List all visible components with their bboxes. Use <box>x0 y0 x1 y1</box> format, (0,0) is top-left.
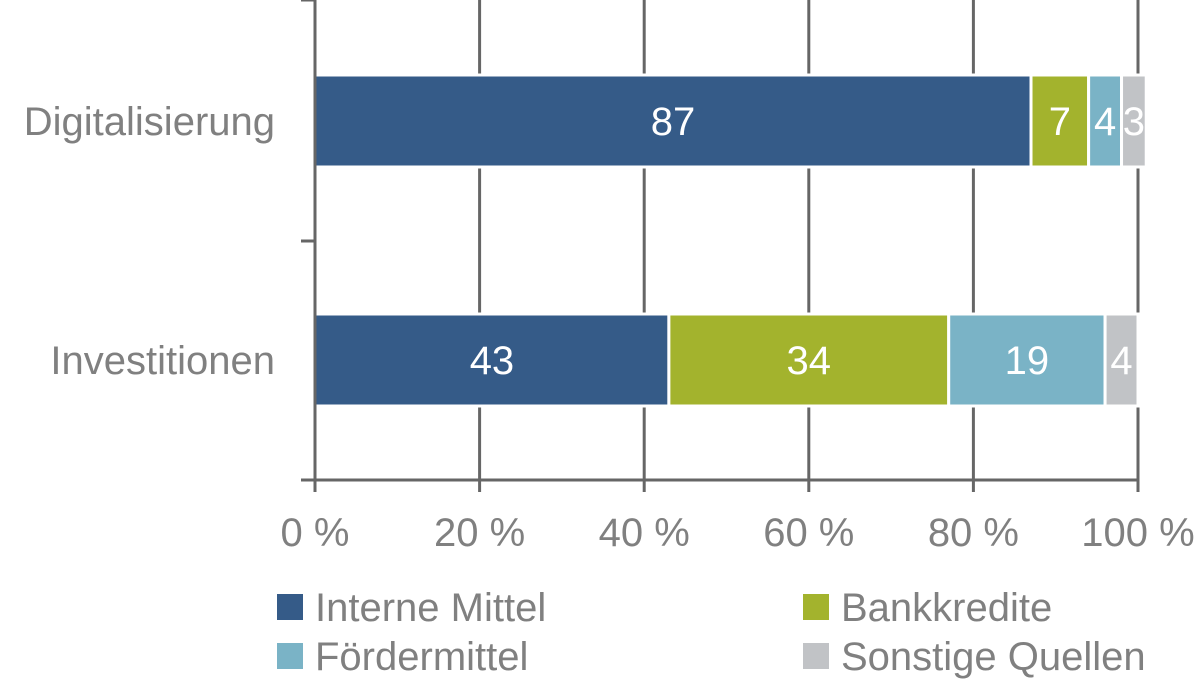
legend-swatch <box>803 643 829 669</box>
x-tick-label: 80 % <box>928 511 1019 555</box>
x-tick-label: 100 % <box>1081 511 1194 555</box>
bar-value-label: 4 <box>1110 339 1132 383</box>
legend: Interne Mittel Bankkredite Fördermittel Son… <box>277 586 1146 679</box>
bars <box>313 73 1148 408</box>
bar-segment <box>1087 73 1124 169</box>
gridlines <box>478 0 1140 480</box>
bar-value-label: 87 <box>651 100 696 144</box>
legend-swatch <box>277 643 303 669</box>
bar-value-label: 34 <box>787 339 832 383</box>
legend-swatch <box>803 594 829 620</box>
axes <box>301 0 1140 492</box>
x-tick-label: 20 % <box>434 511 525 555</box>
legend-label: Sonstige Quellen <box>841 635 1146 679</box>
bar-segment <box>947 312 1107 408</box>
bar-segment <box>1120 73 1148 169</box>
bar-segment <box>313 73 1033 169</box>
legend-label: Interne Mittel <box>315 586 546 630</box>
category-label: Investitionen <box>50 339 275 383</box>
x-tick-label: 40 % <box>599 511 690 555</box>
x-tick-label: 60 % <box>763 511 854 555</box>
x-tick-label: 0 % <box>281 511 350 555</box>
bar-value-label: 19 <box>1005 339 1050 383</box>
bar-segment <box>313 312 671 408</box>
bar-segment <box>1103 312 1140 408</box>
bar-value-label: 4 <box>1094 100 1116 144</box>
bar-value-label: 7 <box>1049 100 1071 144</box>
labels: 0 % 20 % 40 % 60 % 80 % 100 %87 7 4 3Digitalisie… <box>24 100 1195 555</box>
category-label: Digitalisierung <box>24 100 275 144</box>
legend-swatch <box>277 594 303 620</box>
bar-value-label: 3 <box>1123 100 1145 144</box>
bar-value-label: 43 <box>470 339 515 383</box>
legend-label: Fördermittel <box>315 635 528 679</box>
legend-label: Bankkredite <box>841 586 1052 630</box>
